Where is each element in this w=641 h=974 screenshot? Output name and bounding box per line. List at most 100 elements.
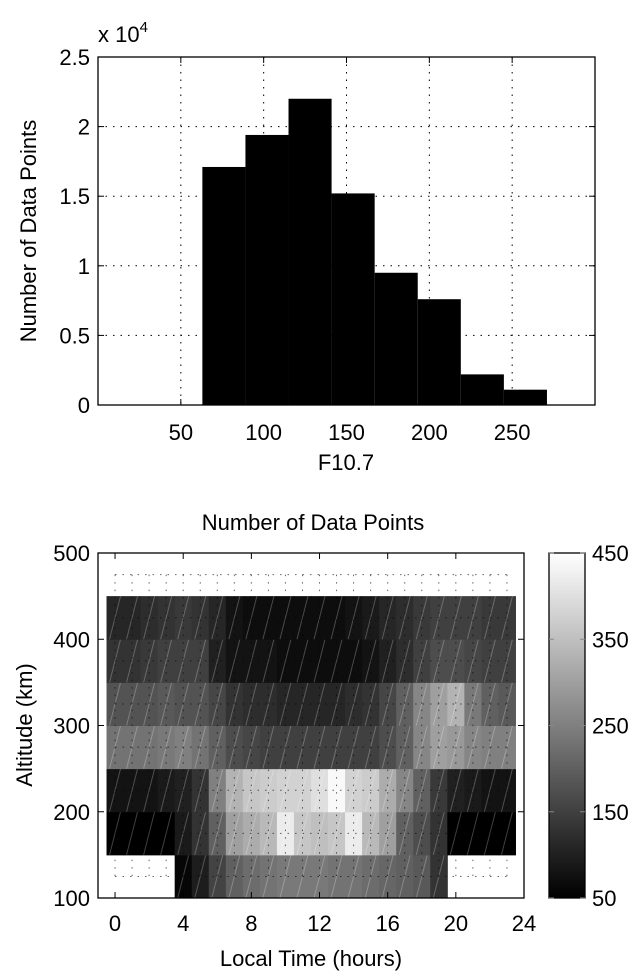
heatmap-y-tick-label: 200: [53, 800, 90, 825]
heatmap-cell-facet: [398, 596, 411, 640]
heatmap-cell-facet: [500, 811, 513, 855]
heatmap-y-tick-label: 100: [53, 886, 90, 911]
heatmap-cell-facet: [160, 682, 173, 726]
histogram-x-tick-label: 250: [494, 420, 531, 445]
heatmap-cell: [208, 596, 227, 640]
heatmap-cell: [379, 639, 397, 683]
heatmap-cell: [447, 768, 465, 813]
heatmap-cell: [413, 768, 431, 813]
heatmap-cell: [447, 811, 465, 856]
heatmap-cell: [276, 639, 295, 683]
heatmap-cell: [259, 768, 278, 813]
heatmap-cell-facet: [109, 639, 122, 683]
heatmap-cell: [140, 639, 159, 683]
heatmap-cell: [191, 854, 210, 899]
colorbar-tick-label: 50: [592, 886, 616, 911]
heatmap-cell-facet: [296, 768, 309, 812]
colorbar-tick-label: 150: [592, 800, 629, 825]
heatmap-cell-facet: [449, 811, 462, 855]
heatmap-cell-facet: [483, 811, 496, 855]
histogram-bar: [417, 299, 461, 405]
heatmap-cell-facet: [126, 682, 139, 726]
heatmap-cell-facet: [381, 854, 394, 899]
heatmap-cell: [276, 811, 295, 856]
heatmap-cell-facet: [381, 596, 394, 640]
heatmap-cell: [345, 811, 363, 856]
heatmap-cell-facet: [449, 682, 462, 726]
heatmap-cell: [140, 768, 159, 813]
heatmap-cell-facet: [262, 596, 275, 640]
heatmap-cell-facet: [347, 768, 360, 812]
heatmap-cell-facet: [143, 639, 156, 683]
histogram-x-tick-label: 100: [245, 420, 282, 445]
heatmap-cell: [413, 596, 431, 640]
heatmap-x-axis-label: Local Time (hours): [220, 946, 402, 971]
heatmap-cell: [413, 682, 431, 726]
heatmap-cell: [311, 596, 329, 640]
heatmap-cell-facet: [279, 811, 292, 855]
heatmap-cell: [498, 682, 516, 726]
histogram-y-tick-label: 1.5: [59, 184, 90, 209]
heatmap-cell-facet: [279, 682, 292, 726]
heatmap-cell: [430, 639, 448, 683]
heatmap-cell: [276, 682, 295, 726]
heatmap-cell-facet: [381, 639, 394, 683]
heatmap-cell-facet: [415, 811, 428, 855]
heatmap-cell-facet: [398, 768, 411, 812]
heatmap-cell-facet: [313, 682, 326, 726]
heatmap-cell-facet: [160, 639, 173, 683]
heatmap-cell: [328, 639, 346, 683]
heatmap-cell: [123, 811, 142, 856]
heatmap-cell: [413, 811, 431, 856]
heatmap-cell: [123, 768, 142, 813]
heatmap-cell-facet: [415, 682, 428, 726]
heatmap-cell-facet: [415, 854, 428, 899]
colorbar-tick-label: 450: [592, 541, 629, 566]
heatmap-cell-facet: [262, 639, 275, 683]
heatmap-cell-facet: [330, 596, 343, 640]
heatmap-cell: [396, 768, 414, 813]
histogram-bar: [288, 98, 332, 405]
heatmap-x-tick-label: 0: [109, 911, 121, 936]
heatmap-cell: [447, 639, 465, 683]
heatmap-cell-facet: [143, 768, 156, 812]
heatmap-cell: [345, 854, 363, 899]
colorbar-tick-label: 350: [592, 627, 629, 652]
histogram-y-tick-label: 0.5: [59, 323, 90, 348]
heatmap-cell: [328, 682, 346, 726]
heatmap-cell: [464, 682, 482, 726]
heatmap-x-tick-label: 8: [245, 911, 257, 936]
heatmap-cell-facet: [211, 811, 224, 855]
heatmap-cell: [430, 768, 448, 813]
heatmap-cell: [157, 811, 176, 856]
heatmap-cell: [123, 596, 142, 640]
heatmap-cell-facet: [262, 682, 275, 726]
heatmap-cell-facet: [500, 682, 513, 726]
heatmap-cell: [191, 596, 210, 640]
histogram-y-tick-label: 2: [78, 115, 90, 140]
heatmap-cell-facet: [262, 854, 275, 899]
heatmap-cell: [225, 811, 244, 856]
heatmap-cell: [140, 596, 159, 640]
heatmap-cell-facet: [313, 854, 326, 899]
heatmap-cell: [225, 854, 244, 899]
heatmap-cell-facet: [194, 811, 207, 855]
heatmap-cell-facet: [415, 596, 428, 640]
histogram-y-tick-label: 1: [78, 254, 90, 279]
histogram-bar: [245, 134, 289, 405]
heatmap-cell: [447, 596, 465, 640]
heatmap-cell-facet: [381, 811, 394, 855]
heatmap-cell-facet: [126, 811, 139, 855]
heatmap-cell: [311, 639, 329, 683]
heatmap-cell-facet: [126, 639, 139, 683]
heatmap-cell: [191, 768, 210, 813]
heatmap-cell: [225, 596, 244, 640]
heatmap-cell-facet: [296, 811, 309, 855]
heatmap-cell-facet: [296, 639, 309, 683]
histogram-bar: [460, 374, 504, 405]
histogram-chart: 50 100 150 200 250 0 0.5 1 1.5 2 2.5 x 104 F10.7 N…: [16, 19, 596, 475]
heatmap-cell: [242, 596, 261, 640]
heatmap-cell-facet: [262, 811, 275, 855]
heatmap-cell-facet: [296, 596, 309, 640]
heatmap-cell-facet: [330, 639, 343, 683]
